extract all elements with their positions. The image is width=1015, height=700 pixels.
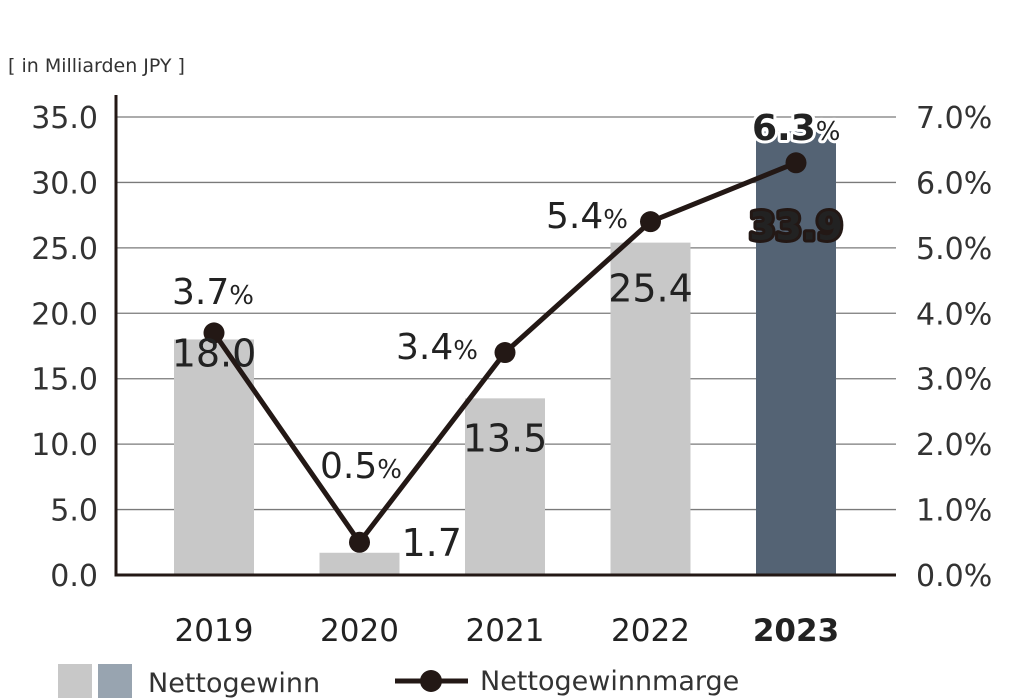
margin-value-number: 5.4 [546,196,603,237]
margin-value-label: 6.3% [752,108,841,149]
margin-point [494,342,516,364]
margin-value-number: 3.4 [396,327,453,368]
bar [610,242,691,575]
x-axis-ticks: 2019 2020 2021 2022 2023 [175,613,840,649]
margin-value-label: 3.4% [396,327,478,368]
y-left-tick-label: 0.0 [50,559,98,594]
margin-value-number: 0.5 [320,446,377,487]
y-right-tick-label: 3.0% [916,363,992,398]
y-left-tick-label: 25.0 [31,232,98,267]
margin-point [203,322,225,344]
percent-sign: % [603,205,628,235]
margin-value-label: 3.7% [172,272,254,313]
y-right-tick-label: 4.0% [916,297,992,332]
x-tick-label: 2019 [175,613,254,649]
margin-point [640,211,661,233]
bar [465,398,545,575]
margin-value-label: 0.5% [320,446,402,487]
bar [756,131,836,575]
x-tick-label: 2021 [466,613,545,649]
margin-value-label: 5.4% [546,196,628,237]
y-right-tick-label: 6.0% [916,166,992,201]
y-right-tick-label: 1.0% [916,494,992,529]
bar-value-label: 13.5 [463,416,548,460]
margin-point [785,152,807,174]
margin-point [349,531,370,553]
y-left-tick-label: 10.0 [31,428,98,463]
x-tick-label: 2022 [611,613,690,649]
y-axis-right-ticks: 0.0% 1.0% 2.0% 3.0% 4.0% 5.0% 6.0% 7.0% [916,101,992,594]
y-left-tick-label: 30.0 [31,166,98,201]
legend-label-nettogewinnmarge: Nettogewinnmarge [480,666,739,697]
margin-value-labels: 3.7%0.5%3.4%5.4%6.3% [172,105,844,487]
y-left-tick-label: 5.0 [50,494,98,529]
percent-sign: % [453,336,478,366]
bar-value-label: 33.9 [749,204,843,248]
margin-value-number: 3.7 [172,272,229,313]
bar [319,552,400,575]
bars [174,131,836,575]
y-left-tick-label: 20.0 [31,297,98,332]
legend-point-marker [420,670,442,692]
legend: Nettogewinn Nettogewinnmarge [58,664,739,699]
bar-value-label: 25.4 [608,267,693,311]
y-left-tick-label: 35.0 [31,101,98,136]
percent-sign: % [377,455,402,485]
legend-swatch-bar-highlight [98,664,132,698]
y-axis-left-ticks: 0.0 5.0 10.0 15.0 20.0 25.0 30.0 35.0 [31,101,98,594]
legend-label-nettogewinn: Nettogewinn [148,668,320,699]
axes [114,95,896,577]
y-right-tick-label: 2.0% [916,428,992,463]
x-tick-label: 2020 [320,613,399,649]
x-tick-label: 2023 [753,613,839,649]
y-right-tick-label: 5.0% [916,232,992,267]
bar-value-labels: 18.0 1.7 13.5 25.4 33.9 [172,201,846,565]
bar [174,339,254,575]
y-right-tick-label: 7.0% [916,101,992,136]
y-left-tick-label: 15.0 [31,363,98,398]
bar-value-label: 18.0 [172,331,257,375]
percent-sign: % [816,117,841,147]
margin-line-layer [203,152,807,553]
margin-value-number: 6.3 [752,108,816,149]
y-right-tick-label: 0.0% [916,559,992,594]
percent-sign: % [229,281,254,311]
bar-value-label: 1.7 [402,521,462,565]
legend-swatch-bar [58,664,92,698]
unit-label: [ in Milliarden JPY ] [8,55,185,77]
